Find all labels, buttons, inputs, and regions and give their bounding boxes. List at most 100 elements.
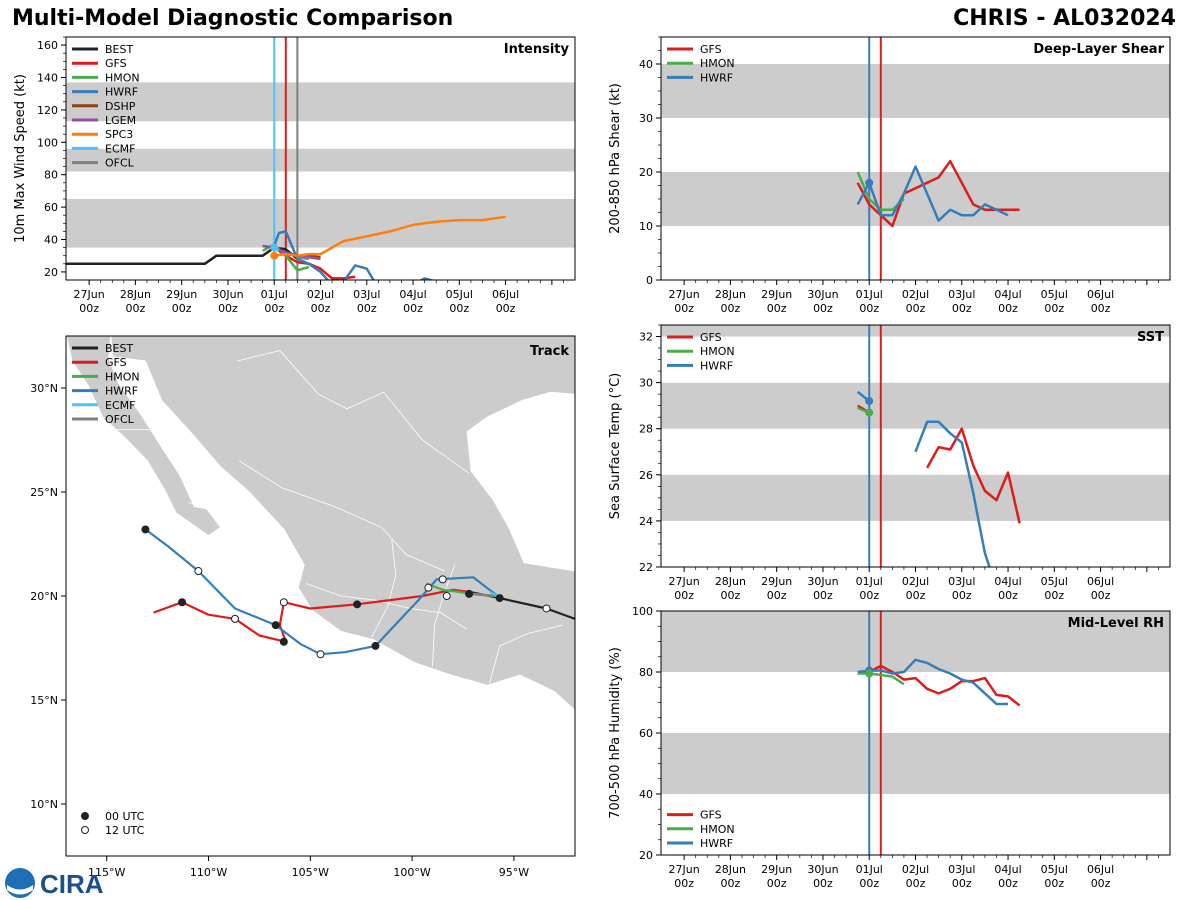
xtick-hour-sst: 00z — [1044, 589, 1064, 602]
xtick-day-intensity: 29Jun — [166, 288, 197, 301]
ytick-label-shear: 40 — [639, 58, 653, 71]
xtick-day-rh: 03Jul — [948, 863, 975, 876]
series-intensity-ofcl — [297, 256, 310, 261]
ytick-label-rh: 60 — [639, 727, 653, 740]
xtick-day-rh: 28Jun — [715, 863, 746, 876]
legend-label-gfs: GFS — [700, 809, 722, 822]
xtick-hour-rh: 00z — [674, 877, 694, 890]
track-point-hwrf — [271, 621, 280, 630]
ytick-label-sst: 30 — [639, 377, 653, 390]
xtick-day-shear: 03Jul — [948, 288, 975, 301]
legend-label-hwrf: HWRF — [105, 385, 138, 398]
xtick-hour-sst: 00z — [813, 589, 833, 602]
track-point-gfs — [353, 600, 362, 609]
lat-tick-label: 30°N — [30, 382, 58, 395]
lon-tick-label: 110°W — [190, 866, 227, 879]
xtick-day-shear: 05Jul — [1041, 288, 1068, 301]
xtick-day-sst: 03Jul — [948, 575, 975, 588]
xtick-day-intensity: 03Jul — [353, 288, 380, 301]
state-border-0 — [236, 350, 470, 474]
xtick-day-sst: 30Jun — [807, 575, 838, 588]
xtick-hour-shear: 00z — [813, 302, 833, 315]
storm-id: CHRIS - AL032024 — [953, 6, 1176, 31]
xtick-hour-sst: 00z — [906, 589, 926, 602]
ytick-label-shear: 10 — [639, 220, 653, 233]
track-point-gfs — [442, 592, 451, 600]
xtick-day-intensity: 02Jul — [307, 288, 334, 301]
band-rh-0 — [661, 733, 1170, 794]
state-border-7 — [188, 502, 209, 509]
band-sst-2 — [661, 325, 1170, 337]
legend-label-best: BEST — [105, 342, 133, 355]
xtick-hour-intensity: 00z — [79, 302, 99, 315]
xtick-hour-shear: 00z — [1091, 302, 1111, 315]
lat-tick-label: 20°N — [30, 590, 58, 603]
ytick-label-intensity: 100 — [37, 136, 58, 149]
track-point-hwrf — [371, 641, 380, 650]
marker-legend-label-1: 12 UTC — [105, 824, 145, 837]
legend-label-best: BEST — [105, 43, 133, 56]
track-ofcl — [469, 592, 494, 598]
marker-sst-0 — [865, 397, 874, 406]
legend-label-ofcl: OFCL — [105, 413, 135, 426]
track-point-best — [542, 604, 551, 613]
ytick-label-rh: 40 — [639, 788, 653, 801]
xtick-hour-sst: 00z — [1091, 589, 1111, 602]
band-intensity-0 — [66, 199, 575, 248]
xtick-day-rh: 04Jul — [994, 863, 1021, 876]
xtick-day-intensity: 01Jul — [261, 288, 288, 301]
series-rh-gfs — [857, 664, 1021, 707]
track-point-gfs — [279, 598, 288, 607]
legend-label-hwrf: HWRF — [700, 71, 733, 84]
xtick-hour-shear: 00z — [767, 302, 787, 315]
panel-title-track: Track — [530, 344, 569, 359]
band-sst-0 — [661, 474, 1170, 521]
xtick-day-sst: 28Jun — [715, 575, 746, 588]
legend-label-ecmf: ECMF — [105, 399, 135, 412]
legend-label-dshp: DSHP — [105, 100, 136, 113]
legend-label-hmon: HMON — [700, 57, 735, 70]
legend-label-hmon: HMON — [700, 823, 735, 836]
marker-legend-symbol-0 — [81, 812, 89, 820]
xtick-day-sst: 01Jul — [856, 575, 883, 588]
track-ecmf — [488, 590, 499, 597]
track-point-hwrf — [495, 594, 504, 603]
xtick-hour-shear: 00z — [674, 302, 694, 315]
xtick-hour-intensity: 00z — [311, 302, 331, 315]
series-shear-gfs — [856, 159, 1020, 228]
xtick-day-shear: 28Jun — [715, 288, 746, 301]
xtick-hour-intensity: 00z — [496, 302, 516, 315]
ylabel-rh: 700-500 hPa Humidity (%) — [608, 647, 623, 819]
xtick-day-sst: 06Jul — [1087, 575, 1114, 588]
xtick-day-sst: 04Jul — [994, 575, 1021, 588]
band-intensity-1 — [66, 148, 575, 172]
xtick-day-intensity: 30Jun — [212, 288, 243, 301]
marker-intensity-0 — [270, 243, 279, 252]
xtick-hour-rh: 00z — [998, 877, 1018, 890]
series-intensity-best — [66, 246, 299, 266]
marker-legend-label-0: 00 UTC — [105, 810, 145, 823]
series-rh-hwrf — [857, 658, 1008, 706]
ylabel-shear: 200-850 hPa Shear (kt) — [608, 83, 623, 234]
band-shear-0 — [661, 172, 1170, 226]
marker-sst-1 — [865, 408, 874, 417]
ytick-label-rh: 20 — [639, 849, 653, 862]
band-sst-1 — [661, 382, 1170, 429]
xtick-hour-rh: 00z — [1044, 877, 1064, 890]
cira-logo: CIRA — [5, 868, 104, 899]
xtick-day-rh: 01Jul — [856, 863, 883, 876]
xtick-day-intensity: 27Jun — [74, 288, 105, 301]
xtick-day-rh: 29Jun — [761, 863, 792, 876]
legend-label-ecmf: ECMF — [105, 142, 135, 155]
noaa-wave-icon — [7, 885, 33, 895]
marker-legend-symbol-1 — [81, 826, 89, 834]
ytick-label-rh: 100 — [632, 605, 653, 618]
ytick-label-intensity: 160 — [37, 39, 58, 52]
xtick-hour-sst: 00z — [721, 589, 741, 602]
legend-label-ofcl: OFCL — [105, 157, 135, 170]
xtick-hour-sst: 00z — [952, 589, 972, 602]
panel-title-shear: Deep-Layer Shear — [1033, 42, 1164, 57]
xtick-hour-rh: 00z — [767, 877, 787, 890]
xtick-hour-sst: 00z — [998, 589, 1018, 602]
xtick-day-shear: 01Jul — [856, 288, 883, 301]
